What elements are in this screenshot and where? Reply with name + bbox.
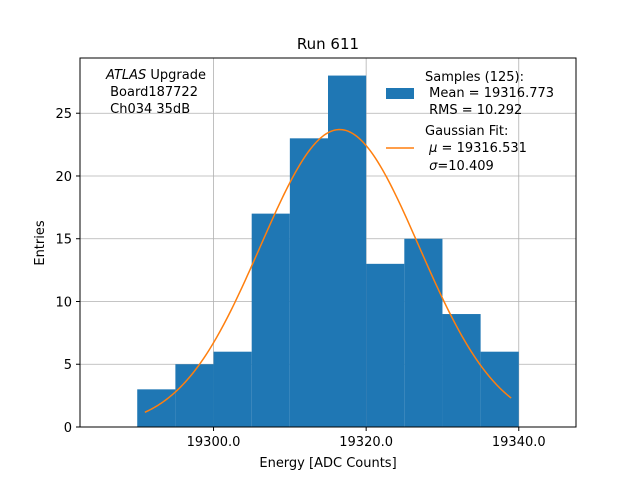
legend-sigma-label: σ=10.409	[425, 159, 494, 174]
histogram-bar-5	[328, 75, 367, 428]
gaussian-fit-curve	[144, 128, 512, 413]
y-axis-label: Entries	[33, 220, 48, 266]
histogram-bar-1	[175, 364, 214, 427]
chart-title: Run 611	[297, 35, 359, 53]
board-annotation: Board187722	[106, 85, 198, 100]
histogram-bars	[137, 75, 519, 428]
histogram-bar-6	[366, 263, 405, 427]
atlas-experiment: ATLAS	[105, 68, 146, 83]
legend-rms-label: RMS = 10.292	[425, 103, 522, 118]
legend-samples-label: Samples (125):	[425, 70, 524, 85]
legend-histogram-patch	[386, 88, 414, 99]
legend-sigma-value: =10.409	[437, 159, 493, 174]
legend: Samples (125): Mean = 19316.773 RMS = 10…	[386, 70, 554, 174]
y-axis-ticks: 0 5 10 15 20 25	[55, 107, 80, 436]
histogram-bar-8	[442, 314, 481, 427]
y-tick-label-5: 25	[55, 107, 72, 122]
y-tick-label-3: 15	[55, 233, 72, 248]
histogram-bar-0	[137, 389, 176, 427]
legend-mu-value: = 19316.531	[437, 141, 526, 156]
legend-mu-label: μ = 19316.531	[425, 141, 527, 156]
histogram-bar-7	[404, 238, 443, 427]
histogram-bar-2	[213, 351, 252, 427]
x-axis-ticks: 19300.0 19320.0 19340.0	[187, 427, 546, 450]
y-tick-label-0: 0	[64, 421, 72, 436]
histogram-bar-4	[289, 138, 328, 427]
x-axis-label: Energy [ADC Counts]	[259, 456, 396, 471]
histogram-bar-3	[251, 213, 290, 427]
legend-mean-label: Mean = 19316.773	[425, 86, 554, 101]
x-tick-label-1: 19320.0	[339, 435, 393, 450]
atlas-annotation: ATLAS Upgrade	[105, 68, 206, 83]
legend-fit-label: Gaussian Fit:	[425, 124, 508, 139]
y-tick-label-4: 20	[55, 170, 72, 185]
y-tick-label-2: 10	[55, 295, 72, 310]
histogram-bar-9	[480, 351, 519, 427]
plot-frame	[79, 57, 577, 428]
x-tick-label-2: 19340.0	[492, 435, 546, 450]
channel-annotation: Ch034 35dB	[106, 102, 190, 117]
atlas-upgrade: Upgrade	[146, 68, 206, 83]
x-tick-label-0: 19300.0	[187, 435, 241, 450]
y-tick-label-1: 5	[64, 358, 72, 373]
